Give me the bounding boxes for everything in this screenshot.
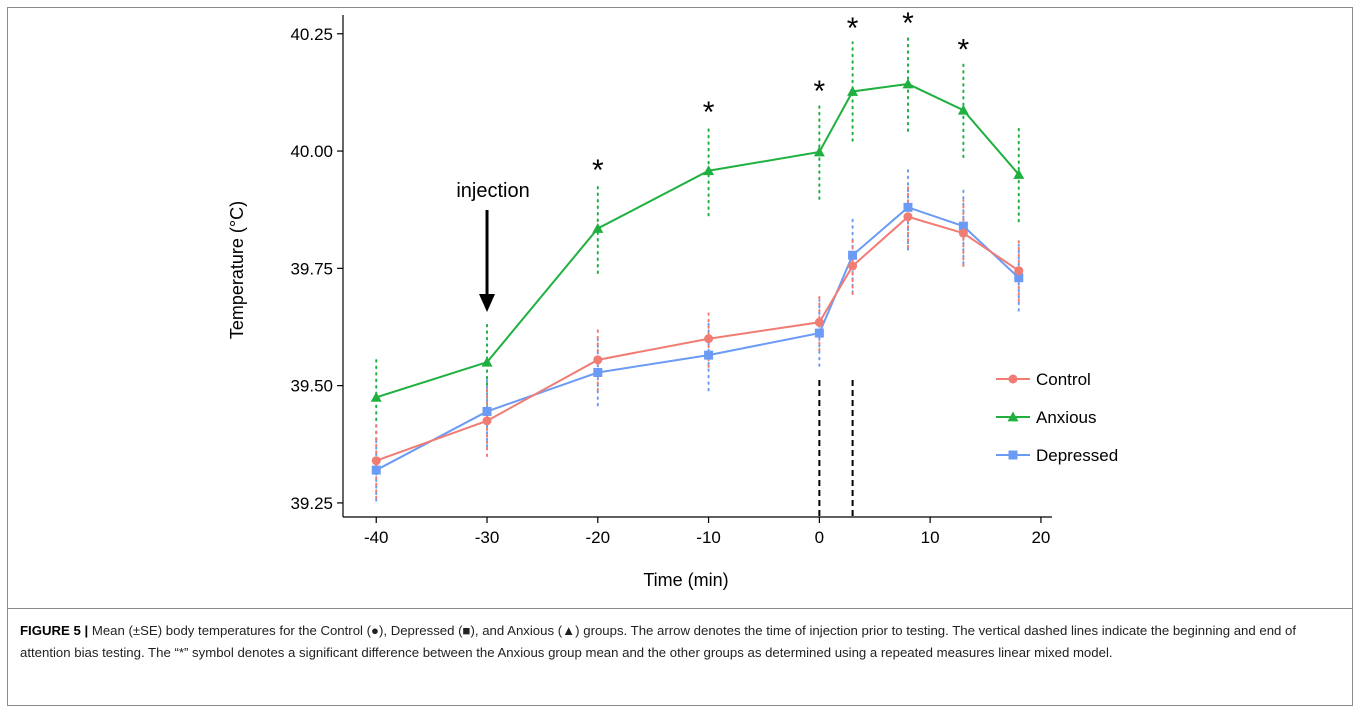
legend-anxious-label: Anxious [1036,408,1096,427]
depressed-point [958,221,968,231]
y-tick-label: 39.25 [290,494,333,513]
x-tick-label: -10 [696,528,721,547]
control-series-line [375,215,1020,462]
control-point [1014,266,1024,276]
control-point [704,334,714,344]
depressed-point [814,328,824,338]
anxious-point [813,146,825,157]
x-tick-label: -30 [475,528,500,547]
depressed-point [482,406,492,416]
legend-anxious-marker [1007,411,1019,422]
y-tick-label: 40.25 [290,25,333,44]
control-point [593,355,603,365]
series-lines [375,82,1020,471]
significance-marker: * [592,154,604,187]
figure-frame [7,7,1353,706]
injection-arrow-head [479,294,496,312]
figure-divider [7,608,1353,609]
x-axis-title: Time (min) [643,570,728,590]
x-tick-label: 10 [921,528,940,547]
anxious-point [370,391,382,402]
axes: -40 -30 -20 -10 0 10 20 39.25 39.50 39.75 40.00 40.… [290,15,1052,547]
y-tick-label: 39.75 [290,259,333,278]
y-tick-label: 39.50 [290,377,333,396]
x-tick-label: 20 [1031,528,1050,547]
x-tick-label: -40 [364,528,389,547]
anxious-point [1013,169,1025,179]
depressed-series-line [375,206,1020,471]
depressed-point [371,465,381,475]
temperature-line-chart: -40 -30 -20 -10 0 10 20 39.25 39.50 39.75 40.00 40.… [227,7,1118,590]
annotations: injection * * * * * * [456,7,970,517]
control-point [958,228,968,238]
caption-text: Mean (±SE) body temperatures for the Con… [20,623,1297,660]
significance-marker: * [847,12,859,45]
figure-label: FIGURE 5 | [20,623,89,638]
anxious-point [703,165,715,176]
legend-depressed-label: Depressed [1036,446,1118,465]
anxious-point [592,222,604,233]
legend-control-label: Control [1036,370,1091,389]
control-point [482,416,492,426]
significance-marker: * [958,33,970,66]
anxious-point [957,104,969,115]
y-axis-title: Temperature (°C) [227,201,247,339]
anxious-point [902,78,914,89]
control-point [371,456,381,466]
x-tick-label: -20 [586,528,611,547]
depressed-point [704,350,714,360]
depressed-point [593,367,603,377]
legend: Control Anxious Depressed [996,370,1118,465]
anxious-point [847,85,859,96]
y-tick-label: 40.00 [290,142,333,161]
injection-label: injection [456,180,529,202]
control-point [903,212,913,222]
legend-control-marker [1008,374,1018,384]
series-markers [370,78,1025,475]
x-tick-label: 0 [815,528,824,547]
depressed-point [903,202,913,212]
depressed-point [848,250,858,260]
control-point [848,261,858,271]
anxious-point [481,356,493,367]
error-bars [375,36,1020,502]
figure-caption: FIGURE 5 | Mean (±SE) body temperatures … [20,620,1335,664]
depressed-point [1014,273,1024,283]
legend-depressed-marker [1008,450,1018,460]
anxious-series-line [375,82,1020,399]
significance-marker: * [902,7,914,40]
control-point [814,317,824,327]
significance-marker: * [814,75,826,108]
significance-marker: * [703,96,715,129]
